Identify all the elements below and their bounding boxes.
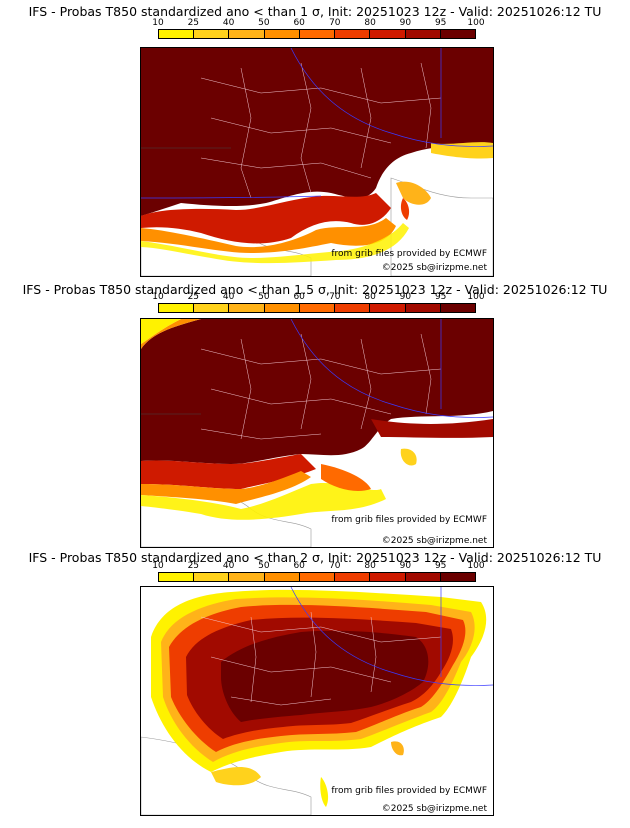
- colorbar-swatch: [159, 304, 195, 312]
- colorbar-swatch: [159, 30, 195, 38]
- map-canvas: from grib files provided by ECMWF ©2025 …: [141, 587, 493, 815]
- colorbar-swatch: [229, 573, 265, 581]
- map-canvas: from grib files provided by ECMWF ©2025 …: [141, 48, 493, 276]
- tick-label: 80: [364, 561, 376, 571]
- probability-map: from grib files provided by ECMWF ©2025 …: [140, 586, 494, 816]
- colorbar-swatch: [405, 304, 441, 312]
- colorbar-swatch: [440, 304, 475, 312]
- panel-title: IFS - Probas T850 standardized ano < tha…: [28, 4, 602, 19]
- tick-label: 40: [222, 292, 235, 302]
- tick-label: 80: [364, 292, 376, 302]
- colorbar-swatch: [335, 30, 371, 38]
- map-panel-2: IFS - Probas T850 standardized ano < tha…: [0, 275, 630, 550]
- tick-label: 25: [187, 561, 200, 571]
- colorbar-swatch: [159, 573, 195, 581]
- map-canvas: from grib files provided by ECMWF ©2025 …: [141, 319, 493, 547]
- colorbar-ticks: 10 25 40 50 60 70 80 90 95 100: [152, 292, 484, 304]
- tick-label: 90: [399, 292, 412, 302]
- tick-label: 90: [399, 561, 412, 571]
- tick-label: 50: [258, 292, 270, 302]
- tick-label: 95: [434, 561, 447, 571]
- tick-label: 70: [329, 292, 341, 302]
- map-panel-1: IFS - Probas T850 standardized ano < tha…: [0, 0, 630, 277]
- probability-map: from grib files provided by ECMWF ©2025 …: [140, 47, 494, 277]
- colorbar-swatch: [440, 573, 475, 581]
- tick-label: 60: [293, 292, 305, 302]
- colorbar-swatch: [264, 30, 300, 38]
- tick-label: 100: [467, 561, 485, 571]
- probability-map: from grib files provided by ECMWF ©2025 …: [140, 318, 494, 548]
- colorbar-swatch: [370, 304, 406, 312]
- colorbar-swatch: [264, 573, 300, 581]
- tick-label: 100: [467, 292, 485, 302]
- colorbar-ticks: 10 25 40 50 60 70 80 90 95 100: [152, 18, 484, 30]
- colorbar-swatch: [264, 304, 300, 312]
- colorbar: [158, 572, 476, 582]
- tick-label: 60: [293, 18, 305, 28]
- tick-label: 50: [258, 561, 270, 571]
- tick-label: 50: [258, 18, 270, 28]
- copyright-label: ©2025 sb@irizpme.net: [382, 536, 488, 546]
- colorbar-swatch: [229, 304, 265, 312]
- source-label: from grib files provided by ECMWF: [331, 786, 487, 796]
- tick-label: 25: [187, 292, 200, 302]
- tick-label: 10: [152, 561, 164, 571]
- colorbar-swatch: [229, 30, 265, 38]
- tick-label: 25: [187, 18, 200, 28]
- tick-label: 80: [364, 18, 376, 28]
- tick-label: 95: [434, 292, 447, 302]
- source-label: from grib files provided by ECMWF: [331, 249, 487, 259]
- tick-label: 40: [222, 561, 235, 571]
- tick-label: 10: [152, 18, 164, 28]
- tick-label: 100: [467, 18, 485, 28]
- tick-label: 95: [434, 18, 447, 28]
- copyright-label: ©2025 sb@irizpme.net: [382, 804, 488, 814]
- copyright-label: ©2025 sb@irizpme.net: [382, 263, 488, 273]
- colorbar-swatch: [440, 30, 475, 38]
- tick-label: 70: [329, 561, 341, 571]
- colorbar: [158, 303, 476, 313]
- colorbar-swatch: [335, 304, 371, 312]
- colorbar-swatch: [370, 573, 406, 581]
- colorbar-swatch: [335, 573, 371, 581]
- colorbar-ticks: 10 25 40 50 60 70 80 90 95 100: [152, 561, 484, 573]
- map-panel-3: IFS - Probas T850 standardized ano < tha…: [0, 550, 630, 828]
- colorbar-swatch: [299, 573, 336, 581]
- colorbar-swatch: [405, 573, 441, 581]
- tick-label: 90: [399, 18, 412, 28]
- tick-label: 70: [329, 18, 341, 28]
- colorbar: [158, 29, 476, 39]
- colorbar-swatch: [370, 30, 406, 38]
- colorbar-swatch: [405, 30, 441, 38]
- panel-title: IFS - Probas T850 standardized ano < tha…: [28, 550, 602, 565]
- colorbar-swatch: [299, 30, 336, 38]
- panel-title: IFS - Probas T850 standardized ano < tha…: [22, 282, 608, 297]
- colorbar-swatch: [194, 30, 230, 38]
- colorbar-swatch: [194, 304, 230, 312]
- tick-label: 40: [222, 18, 235, 28]
- tick-label: 10: [152, 292, 164, 302]
- colorbar-swatch: [194, 573, 230, 581]
- tick-label: 60: [293, 561, 305, 571]
- colorbar-swatch: [299, 304, 336, 312]
- source-label: from grib files provided by ECMWF: [331, 515, 487, 525]
